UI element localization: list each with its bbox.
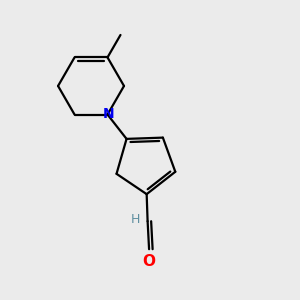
Text: H: H <box>130 213 140 226</box>
Text: N: N <box>103 106 114 121</box>
Text: O: O <box>142 254 156 268</box>
